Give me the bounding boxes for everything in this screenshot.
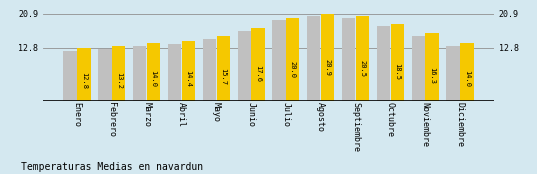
- Text: 17.6: 17.6: [255, 65, 261, 82]
- Bar: [133, 46, 146, 101]
- Bar: [272, 20, 286, 101]
- Text: 13.2: 13.2: [116, 72, 122, 89]
- Text: 15.7: 15.7: [220, 68, 226, 85]
- Bar: [391, 24, 404, 101]
- Bar: [77, 48, 91, 101]
- Bar: [147, 43, 160, 101]
- Bar: [425, 33, 439, 101]
- Text: Temperaturas Medias en navardun: Temperaturas Medias en navardun: [21, 162, 204, 172]
- Bar: [321, 14, 335, 101]
- Text: 18.5: 18.5: [394, 63, 400, 80]
- Text: 12.8: 12.8: [81, 72, 87, 89]
- Bar: [307, 16, 321, 101]
- Text: 20.9: 20.9: [325, 59, 331, 76]
- Text: 14.0: 14.0: [464, 70, 470, 87]
- Bar: [377, 26, 390, 101]
- Text: 16.3: 16.3: [429, 67, 435, 84]
- Bar: [446, 46, 460, 101]
- Bar: [216, 36, 230, 101]
- Text: 20.5: 20.5: [359, 60, 366, 77]
- Bar: [182, 41, 195, 101]
- Bar: [237, 31, 251, 101]
- Bar: [112, 46, 126, 101]
- Bar: [98, 49, 112, 101]
- Text: 14.4: 14.4: [185, 70, 191, 87]
- Bar: [63, 51, 77, 101]
- Bar: [411, 36, 425, 101]
- Bar: [460, 43, 474, 101]
- Text: 20.0: 20.0: [290, 61, 296, 78]
- Bar: [251, 28, 265, 101]
- Bar: [342, 18, 355, 101]
- Bar: [356, 16, 369, 101]
- Bar: [202, 38, 216, 101]
- Text: 14.0: 14.0: [150, 70, 157, 87]
- Bar: [286, 18, 300, 101]
- Bar: [168, 44, 181, 101]
